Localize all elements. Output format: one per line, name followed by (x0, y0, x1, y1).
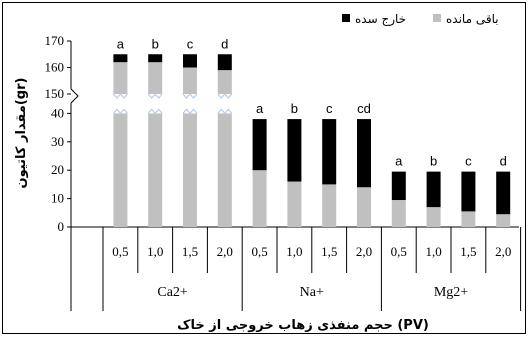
bars (112, 54, 511, 227)
bar-break-mark (147, 108, 163, 115)
legend-label-leached: خارج سده (355, 12, 406, 27)
bar-remaining-upper (148, 62, 163, 94)
significance-letter: d (221, 36, 228, 51)
significance-letter: c (465, 154, 472, 169)
x-tick-label: 1,0 (425, 244, 441, 259)
bar-remaining (357, 187, 371, 227)
x-tick-label: 1,5 (460, 244, 476, 259)
bar-break-mark (217, 108, 233, 115)
bar-leached (217, 54, 232, 71)
bar-break-mark (182, 108, 198, 115)
significance-letter: b (430, 154, 437, 169)
bar-remaining (461, 211, 476, 227)
significance-letter: a (395, 154, 403, 169)
bar-remaining-upper (217, 70, 232, 94)
x-tick-label: 0,5 (112, 244, 128, 259)
group-label: Na+ (300, 285, 324, 300)
y-tick-label: 10 (51, 191, 64, 206)
y-axis-title: مقدار کاتیون(gr) (14, 78, 29, 189)
y-tick-label: 160 (45, 60, 65, 75)
bar-leached (113, 54, 128, 63)
bar-leached (391, 171, 406, 201)
legend-swatch-leached (342, 14, 350, 22)
x-tick-label: 2,0 (217, 244, 233, 259)
bar-remaining-upper (183, 67, 197, 94)
y-tick-label: 0 (58, 219, 65, 234)
significance-letter: c (326, 101, 333, 116)
bar-leached (252, 119, 267, 171)
bar-leached (461, 171, 476, 212)
significance-letter: a (117, 36, 125, 51)
bar-break-mark (112, 108, 128, 115)
y-tick-label: 20 (51, 162, 64, 177)
y-tick-label: 40 (51, 105, 64, 120)
x-tick-label: 2,0 (495, 244, 511, 259)
bar-break-mark (182, 93, 198, 99)
axis-break-mark (70, 88, 79, 104)
bar-remaining (287, 181, 302, 227)
bar-remaining (252, 170, 267, 227)
bar-remaining-lower (113, 113, 128, 227)
x-tick-label: 1,5 (182, 244, 198, 259)
bar-remaining-upper (113, 62, 128, 94)
bar-leached (426, 171, 441, 208)
bar-leached (183, 54, 197, 68)
y-tick-label: 170 (45, 33, 65, 48)
bar-remaining-lower (148, 113, 163, 227)
bar-break-mark (112, 93, 128, 99)
bar-remaining (426, 207, 441, 227)
x-tick-label: 0,5 (251, 244, 267, 259)
x-axis-title: حجم منفذی زهاب خروجی از خاک (PV) (177, 318, 429, 333)
legend-label-remaining: باقی مانده (446, 12, 499, 26)
x-tick-label: 1,5 (321, 244, 337, 259)
x-tick-label: 1,0 (286, 244, 302, 259)
group-label: Mg2+ (434, 285, 468, 300)
bar-remaining-lower (183, 113, 197, 227)
y-tick-label: 30 (51, 134, 64, 149)
x-tick-label: 1,0 (147, 244, 163, 259)
bar-leached (357, 119, 371, 188)
y-tick-label: 150 (45, 86, 65, 101)
bar-remaining (496, 214, 511, 227)
legend-swatch-remaining (433, 14, 441, 22)
bar-leached (287, 119, 302, 182)
significance-letter: a (256, 101, 264, 116)
bar-leached (496, 171, 511, 215)
bar-break-mark (217, 93, 233, 99)
group-label: Ca2+ (157, 285, 188, 300)
significance-letter: d (500, 154, 507, 169)
bar-break-mark (147, 93, 163, 99)
significance-letter: c (187, 36, 194, 51)
chart-frame: 0 10 20 30 40 150 160 170 مقدار کاتیون(gr) a 0,5 b… (2, 2, 526, 334)
x-tick-label: 2,0 (356, 244, 372, 259)
bar-leached (148, 54, 163, 63)
axes: 0 10 20 30 40 150 160 170 (45, 33, 522, 311)
labels: مقدار کاتیون(gr) a 0,5 b 1,0 c 1,5 d 2,0 a 0,5 b 1,0… (14, 36, 511, 333)
bar-remaining (322, 184, 337, 227)
bar-remaining (391, 200, 406, 227)
significance-letter: b (291, 101, 298, 116)
bar-chart: 0 10 20 30 40 150 160 170 مقدار کاتیون(gr) a 0,5 b… (14, 12, 522, 333)
legend: خارج سده باقی مانده (342, 12, 499, 27)
significance-letter: cd (357, 101, 371, 116)
significance-letter: b (152, 36, 159, 51)
bar-leached (322, 119, 337, 185)
x-tick-label: 0,5 (391, 244, 407, 259)
bar-remaining-lower (217, 113, 232, 227)
